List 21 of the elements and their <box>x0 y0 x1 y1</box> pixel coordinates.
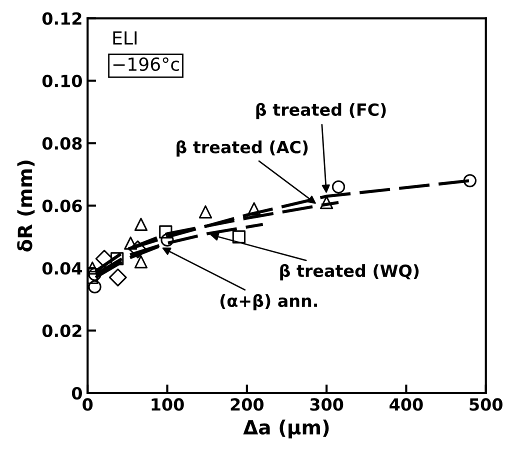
y-tick-label: 0.06 <box>42 200 82 212</box>
annotation: ELI <box>113 31 137 45</box>
x-tick-label: 100 <box>152 398 184 411</box>
y-tick-label: 0.12 <box>42 12 82 25</box>
y-tick-label: 0.08 <box>42 137 82 150</box>
x-tick-label: 300 <box>310 398 344 411</box>
x-tick-label: 200 <box>230 398 264 411</box>
y-tick-label: 0 <box>72 386 82 400</box>
y-tick-label: 0.02 <box>42 324 82 338</box>
x-tick-label: 0 <box>82 398 93 411</box>
x-tick-label: 500 <box>470 398 502 411</box>
text: β treated (AC) <box>176 140 308 157</box>
text: β treated (FC) <box>256 102 386 120</box>
y-tick-label: 0.04 <box>42 262 82 275</box>
annotation: −196°c <box>113 57 179 71</box>
text: β treated (WQ) <box>280 264 419 280</box>
text: (α+β) ann. <box>220 294 318 310</box>
x-tick-label: 400 <box>390 398 423 411</box>
y-axis-title: δR (mm) <box>17 160 35 252</box>
y-tick-label: 0.10 <box>42 74 82 88</box>
x-axis-title: Δa (μm) <box>243 420 329 438</box>
